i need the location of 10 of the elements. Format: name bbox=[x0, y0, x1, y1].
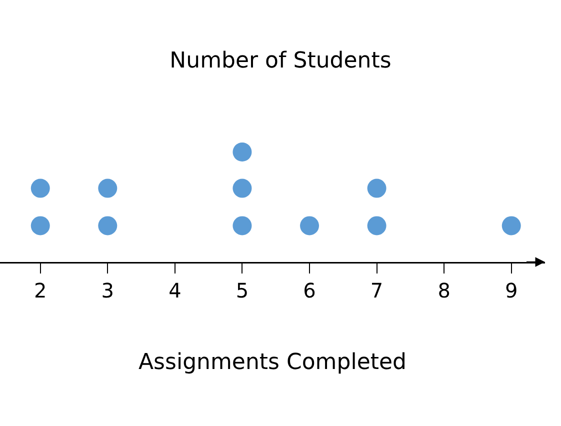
x-tick-label: 4 bbox=[168, 278, 182, 302]
x-tick-label: 5 bbox=[236, 278, 249, 302]
x-tick-label: 2 bbox=[34, 278, 47, 302]
x-tick-label: 3 bbox=[101, 278, 114, 302]
x-tick-label: 9 bbox=[504, 278, 518, 302]
x-tick-label: 8 bbox=[438, 278, 450, 302]
x-tick-label: 7 bbox=[370, 278, 384, 302]
chart-title: Number of Students bbox=[170, 48, 392, 74]
x-tick-label: 6 bbox=[303, 278, 316, 302]
x-axis-title: Assignments Completed bbox=[138, 350, 406, 376]
